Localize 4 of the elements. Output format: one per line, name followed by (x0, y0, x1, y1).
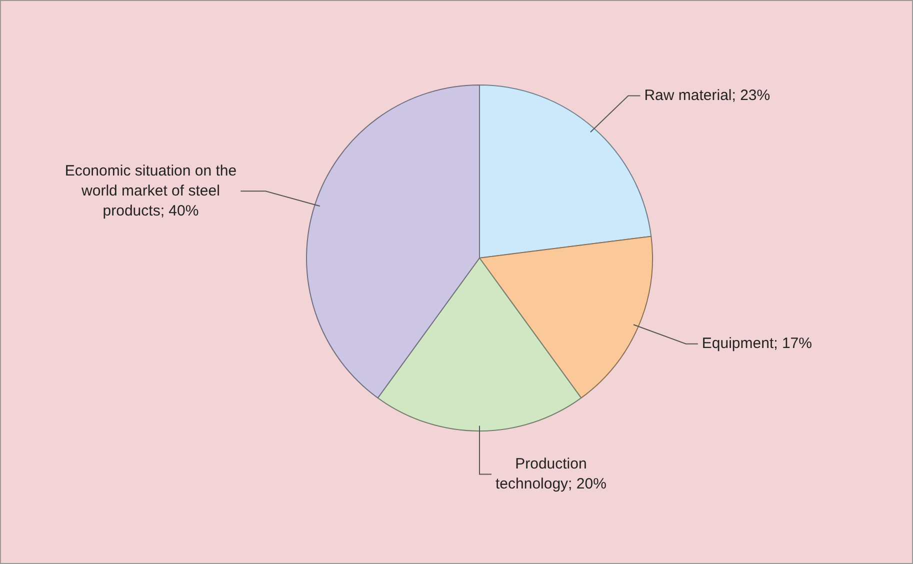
slice-label: Equipment; 17% (702, 335, 812, 352)
slice-label: Production technology; 20% (495, 455, 606, 492)
slice-label: Raw material; 23% (644, 86, 770, 104)
slice-label: Economic situation on the world market of steel products; 40% (64, 162, 237, 220)
